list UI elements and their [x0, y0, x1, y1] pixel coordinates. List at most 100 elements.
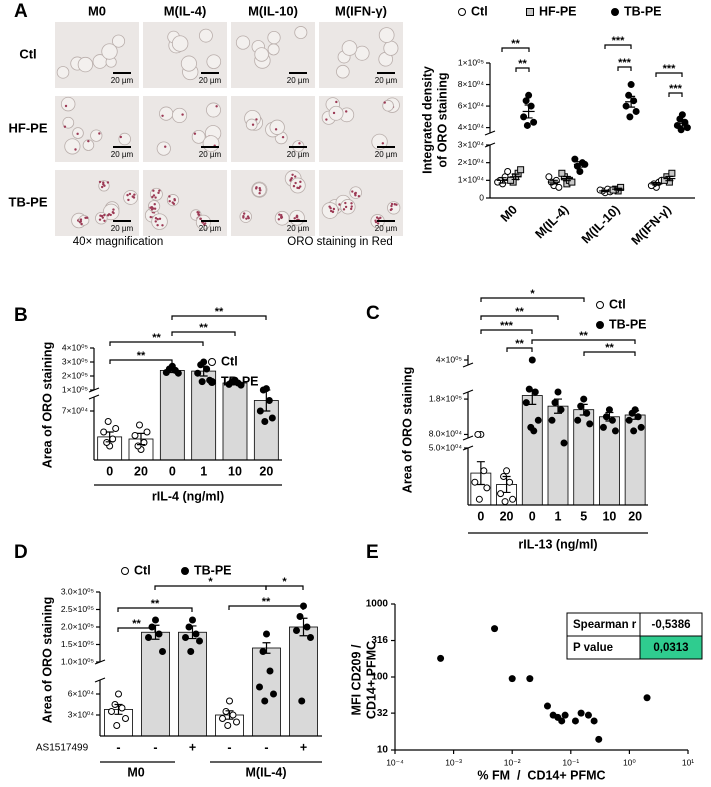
cell: [206, 54, 222, 70]
cell: [149, 187, 163, 201]
lipid-droplet: [63, 125, 67, 128]
data-point: [561, 711, 569, 719]
y-axis-label: CD14+ PFMC: [364, 641, 378, 719]
y-axis-label: Area of ORO staining: [400, 367, 414, 493]
panel-label: E: [366, 542, 379, 563]
data-point: [528, 356, 536, 364]
data-point: [152, 616, 159, 624]
error-bar: [498, 177, 507, 184]
bar: [178, 631, 207, 737]
significance-label: **: [605, 342, 614, 354]
lipid-droplet: [196, 211, 199, 214]
y-tick-label: 1.0×10⁰⁵: [61, 656, 94, 666]
lipid-droplet: [152, 189, 155, 192]
significance-label: ***: [618, 57, 632, 69]
table-cell: P value: [573, 642, 613, 654]
error-bar: [678, 120, 687, 127]
lipid-droplet: [151, 195, 154, 199]
lipid-droplet: [376, 222, 380, 225]
data-point: [136, 421, 143, 429]
y-axis-label: Area of ORO staining: [40, 597, 54, 723]
cell: [101, 43, 118, 60]
error-bar: [665, 175, 674, 182]
error-bar: [652, 182, 661, 186]
group-label: M(IL-4): [246, 765, 287, 779]
error-bar: [562, 175, 571, 182]
lipid-droplet: [102, 183, 105, 186]
data-point: [501, 498, 509, 506]
cell: [64, 138, 81, 155]
error-bar: [231, 381, 239, 385]
data-point: [134, 442, 142, 450]
data-point: [303, 623, 311, 631]
y-axis-label: of ORO staining: [435, 72, 449, 167]
significance-label: **: [132, 618, 141, 630]
lipid-droplet: [79, 218, 83, 221]
data-point: [548, 416, 556, 424]
lipid-droplet: [79, 220, 83, 223]
significance-label: **: [137, 350, 146, 362]
lipid-droplet: [164, 145, 167, 148]
data-point: [525, 385, 533, 393]
data-point: [622, 102, 630, 110]
lipid-droplet: [296, 186, 299, 190]
data-point: [233, 718, 240, 726]
cell: [118, 132, 131, 146]
cell: [180, 55, 197, 72]
x-tick-label: -: [227, 740, 231, 754]
data-point: [437, 654, 445, 662]
significance-label: **: [262, 596, 271, 608]
significance-label: **: [515, 338, 524, 350]
data-point: [677, 126, 685, 134]
data-point: [504, 168, 512, 175]
data-point: [122, 715, 129, 722]
data-point: [626, 113, 634, 121]
axis-break: [462, 362, 474, 395]
data-point: [203, 365, 211, 373]
data-point: [219, 715, 226, 722]
data-point: [632, 107, 640, 115]
significance-bracket: [228, 605, 304, 610]
cell: [245, 118, 258, 131]
data-point: [182, 634, 189, 641]
error-bar: [627, 95, 636, 108]
lipid-droplet: [350, 205, 353, 208]
lipid-droplet: [258, 192, 261, 195]
lipid-droplet: [128, 192, 132, 196]
data-point: [555, 183, 563, 191]
x-tick-label: +: [189, 740, 196, 754]
legend-marker: [208, 358, 216, 366]
x-tick-label: 20: [628, 509, 642, 523]
lipid-droplet: [332, 111, 336, 115]
y-tick-label: 1000: [366, 599, 389, 610]
error-bar: [554, 398, 562, 414]
micrograph: [55, 170, 139, 236]
data-point: [568, 178, 576, 186]
data-point: [268, 414, 276, 422]
y-tick-label: 3×10⁰⁴: [458, 139, 485, 149]
error-bar: [299, 617, 308, 637]
y-tick-label: 0: [479, 192, 484, 202]
lipid-droplet: [342, 208, 346, 211]
cell: [371, 133, 388, 150]
data-point: [590, 717, 598, 725]
x-tick-label: 20: [134, 464, 148, 478]
lipid-droplet: [258, 187, 261, 190]
row-label: HF-PE: [9, 120, 48, 135]
significance-label: ***: [663, 63, 677, 75]
lipid-droplet: [132, 196, 136, 199]
stats-table: Spearman r -0,5386 P value 0,0313: [566, 612, 703, 660]
legend-marker: [458, 8, 466, 16]
data-point: [571, 155, 579, 163]
error-bar: [549, 179, 558, 185]
lipid-droplet: [172, 202, 176, 206]
data-point: [104, 418, 112, 425]
column-label: M(IL-10): [248, 3, 298, 18]
data-point: [226, 697, 233, 705]
data-point: [480, 467, 488, 475]
lipid-droplet: [278, 213, 281, 216]
bar: [222, 382, 248, 461]
x-tick-label: +: [300, 740, 307, 754]
scale-bar-label: 20 µm: [287, 150, 310, 159]
error-bar: [262, 389, 271, 412]
